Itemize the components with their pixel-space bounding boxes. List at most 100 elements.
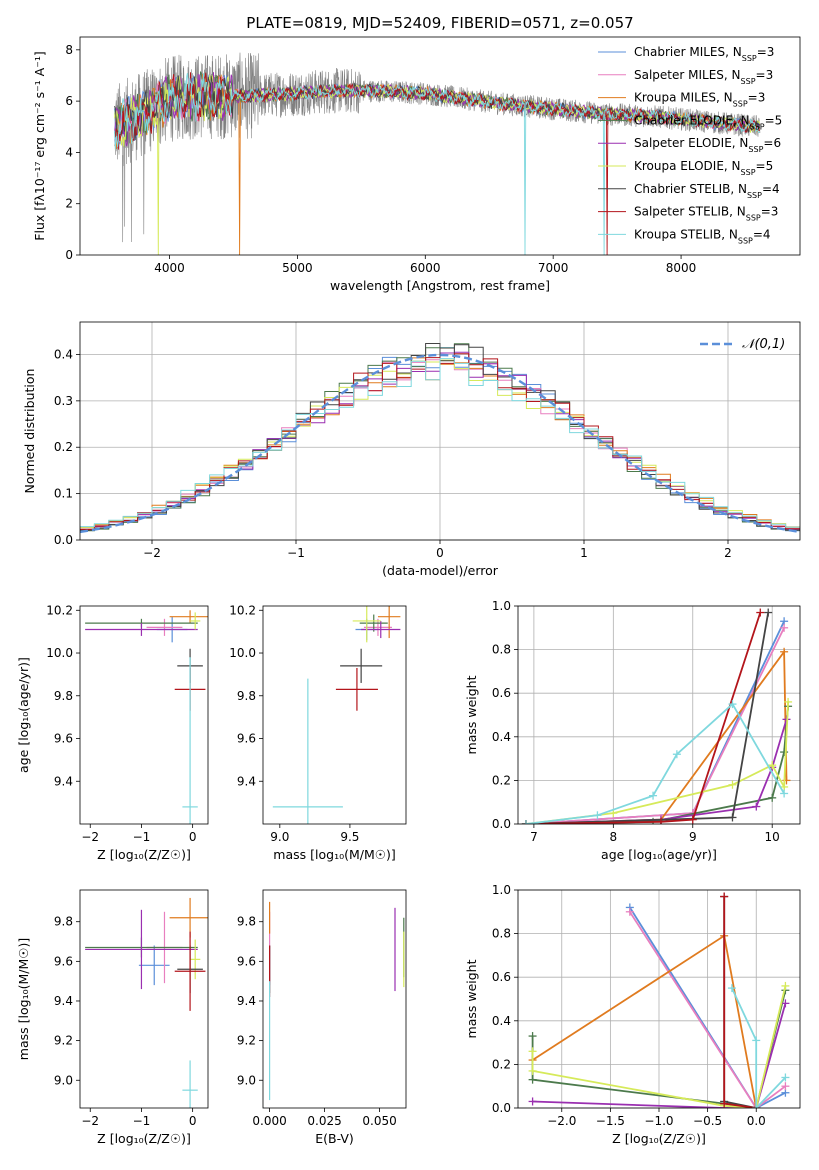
errorbar-kroupa-elodie [352,606,381,643]
y-tick-label-mass_weight_vs_Z: 0.0 [492,1101,511,1115]
errorbar-salpeter-miles [363,618,392,636]
y-tick-label-residual_histogram: 0.3 [54,394,73,408]
y-tick-label-spectrum: 4 [65,145,73,159]
x-tick-label-residual_histogram: 2 [724,546,732,560]
y-tick-label-mass_vs_Z: 9.2 [54,1034,73,1048]
axes-frame-mass_weight_vs_Z [517,889,801,1109]
series-line-kroupa-stelib [525,702,785,824]
series-point-chabrier-stelib [728,813,737,822]
mass_vs_EBV-plot-area [269,901,405,1101]
x-tick-label-spectrum: 4000 [154,261,185,275]
y-tick-label-mass_vs_EBV: 9.2 [237,1034,256,1048]
axes-frame-residual_histogram [79,321,801,541]
y-tick-label-mass_vs_Z: 9.4 [54,994,73,1008]
y-tick-label-mass_weight_vs_age: 0.8 [492,643,511,657]
errorbar-salpeter-elodie [361,620,401,639]
y-tick-label-mass_weight_vs_Z: 0.8 [492,927,511,941]
axes-frame-mass_vs_Z [79,889,209,1109]
series-line-kroupa-miles [532,934,758,1108]
series-point-salpeter-stelib [756,608,765,617]
series-point-chabrier-elodie [780,748,789,757]
x-axis-label-spectrum: wavelength [Angstrom, rest frame] [330,278,550,293]
y-tick-label-spectrum: 6 [65,94,73,108]
errorbar-kroupa-stelib [182,657,198,824]
y-tick-label-mass_vs_Z: 9.0 [54,1073,73,1087]
mass_weight_vs_Z-plot-area [528,892,790,1108]
x-tick-label-mass_vs_EBV: 0.050 [362,1114,396,1128]
x-tick-label-age_vs_Z: −2 [81,830,99,844]
y-tick-label-mass_weight_vs_age: 0.4 [492,730,511,744]
series-point-kroupa-elodie [784,697,793,706]
legend-label: Chabrier STELIB, NSSP=4 [634,182,780,200]
series-line-salpeter-stelib [525,612,762,824]
series-point-salpeter-miles [625,907,634,916]
errorbar-salpeter-stelib [335,667,378,711]
series-point-salpeter-stelib [688,815,697,824]
series-point-kroupa-elodie [781,981,790,990]
series-point-kroupa-stelib [727,984,736,993]
series-point-kroupa-stelib [781,1073,790,1082]
figure-title: PLATE=0819, MJD=52409, FIBERID=0571, z=0… [246,14,633,32]
legend-label: Chabrier MILES, NSSP=3 [634,45,774,63]
axes-frame-age_vs_Z [79,605,209,825]
series-point-kroupa-elodie [728,780,737,789]
y-tick-label-residual_histogram: 0.2 [54,440,73,454]
errorbar-kroupa-stelib [272,678,343,824]
series-point-kroupa-stelib [780,789,789,798]
model-spectrum-kroupa-stelib [114,73,761,255]
x-tick-label-spectrum: 5000 [282,261,313,275]
y-tick-label-age_vs_Z: 9.4 [54,774,73,788]
y-tick-label-mass_vs_Z: 9.6 [54,954,73,968]
x-tick-label-mass_weight_vs_age: 7 [530,830,538,844]
y-axis-label-mass_vs_Z: mass [log₁₀(M/M☉)] [16,938,31,1060]
series-point-chabrier-elodie [528,1075,537,1084]
y-tick-label-mass_weight_vs_age: 0.2 [492,773,511,787]
legend-label: Chabrier ELODIE, NSSP=5 [634,113,782,130]
normal-legend-label: 𝒩(0,1) [742,337,785,352]
y-tick-label-mass_weight_vs_Z: 0.4 [492,1014,511,1028]
series-line-chabrier-stelib [723,896,757,1108]
age_vs_mass-plot-area [272,606,401,824]
errorbar-kroupa-stelib [182,1060,198,1108]
x-tick-label-spectrum: 6000 [410,261,441,275]
y-tick-label-mass_weight_vs_age: 0.0 [492,817,511,831]
spectrum-plot-area [114,52,761,255]
series-point-kroupa-elodie [768,761,777,770]
x-axis-label-age_vs_mass: mass [log₁₀(M/M☉)] [273,847,395,862]
legend-label: Salpeter STELIB, NSSP=3 [634,205,778,223]
x-axis-label-mass_weight_vs_Z: Z [log₁₀(Z/Z☉)] [612,1131,706,1146]
y-axis-label-residual_histogram: Normed distribution [22,369,37,494]
age_vs_Z-plot-area [85,610,208,824]
mass_vs_EBV-panel: 0.000 0.025 0.050 9.0 9.2 9.4 9.6 9.8 E(B-V) [237,889,407,1146]
y-tick-label-mass_vs_Z: 9.8 [54,915,73,929]
y-tick-label-spectrum: 8 [65,43,73,57]
series-point-kroupa-stelib [521,820,530,824]
series-line-salpeter-miles [629,911,786,1108]
y-tick-label-mass_vs_EBV: 9.8 [237,915,256,929]
series-point-chabrier-elodie [528,1032,537,1041]
histogram-plot-area [80,343,800,534]
series-point-kroupa-stelib [649,791,658,800]
legend-label: Kroupa STELIB, NSSP=4 [634,227,771,245]
errorbar-chabrier-stelib [340,648,383,683]
y-axis-label-age_vs_Z: age [log₁₀(age/yr)] [16,657,31,773]
legend-label: Kroupa ELODIE, NSSP=5 [634,159,773,177]
series-point-salpeter-miles [781,1082,790,1091]
x-axis-label-mass_weight_vs_age: age [log₁₀(age/yr)] [601,847,717,862]
y-tick-label-mass_weight_vs_age: 0.6 [492,686,511,700]
x-axis-label-residual_histogram: (data-model)/error [382,563,499,578]
legend-label: Salpeter ELODIE, NSSP=6 [634,136,781,154]
series-point-kroupa-elodie [528,1047,537,1056]
x-tick-label-mass_vs_EBV: 0.025 [307,1114,341,1128]
x-tick-label-mass_vs_Z: 0 [189,1114,197,1128]
errorbar-salpeter-elodie [85,623,198,636]
mass_weight_vs_age-panel: 7 8 9 10 0.0 0.2 0.4 0.6 0.8 1.0 age [log₁₀(age/yr… [464,599,801,862]
series-point-salpeter-stelib [720,1099,729,1108]
axes-frame-age_vs_mass [262,605,407,825]
x-tick-label-age_vs_Z: −1 [133,830,151,844]
errorbar-kroupa-miles [169,897,208,938]
x-tick-label-residual_histogram: 0 [436,546,444,560]
x-tick-label-spectrum: 8000 [666,261,697,275]
errorbar-salpeter-miles [146,618,183,636]
